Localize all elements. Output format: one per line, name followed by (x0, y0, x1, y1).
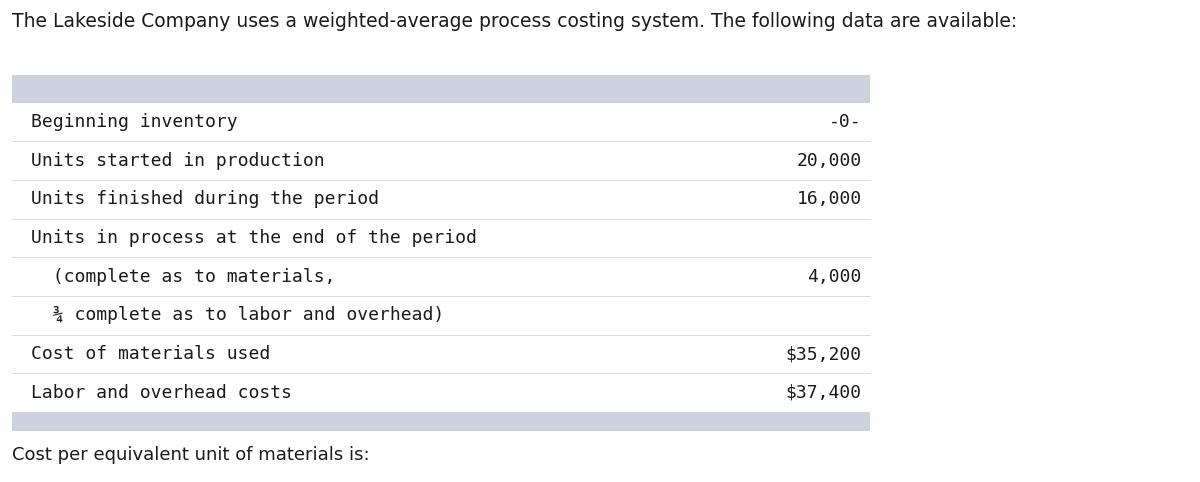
Text: The Lakeside Company uses a weighted-average process costing system. The followi: The Lakeside Company uses a weighted-ave… (12, 12, 1018, 31)
FancyBboxPatch shape (12, 412, 870, 431)
Text: (complete as to materials,: (complete as to materials, (31, 268, 336, 286)
Text: ¾ complete as to labor and overhead): ¾ complete as to labor and overhead) (31, 307, 444, 324)
Text: 20,000: 20,000 (797, 152, 862, 170)
Text: Beginning inventory: Beginning inventory (31, 113, 238, 131)
Text: Units started in production: Units started in production (31, 152, 325, 170)
FancyBboxPatch shape (12, 75, 870, 103)
Text: Units in process at the end of the period: Units in process at the end of the perio… (31, 229, 478, 247)
FancyBboxPatch shape (12, 75, 870, 431)
Text: Labor and overhead costs: Labor and overhead costs (31, 384, 293, 402)
FancyBboxPatch shape (12, 103, 870, 412)
Text: Cost of materials used: Cost of materials used (31, 345, 270, 363)
Text: $37,400: $37,400 (786, 384, 862, 402)
Text: -0-: -0- (829, 113, 862, 131)
Text: 16,000: 16,000 (797, 190, 862, 208)
Text: Units finished during the period: Units finished during the period (31, 190, 379, 208)
Text: Cost per equivalent unit of materials is:: Cost per equivalent unit of materials is… (12, 446, 370, 464)
Text: $35,200: $35,200 (786, 345, 862, 363)
Text: 4,000: 4,000 (808, 268, 862, 286)
